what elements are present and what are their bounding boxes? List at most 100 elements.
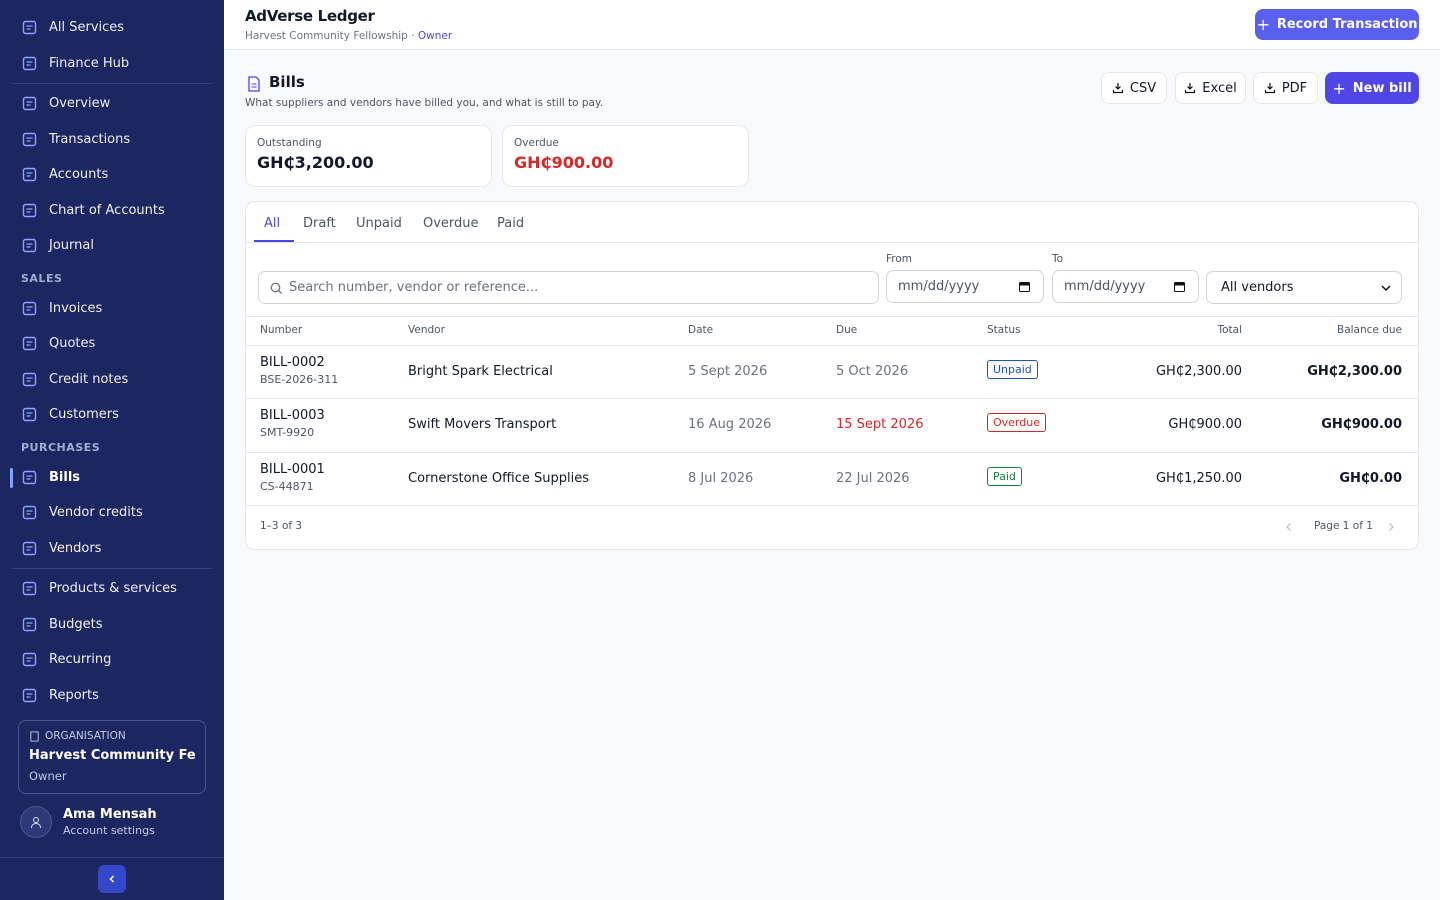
export-button[interactable]: CSV (1101, 72, 1167, 104)
nav-item[interactable]: Quotes (0, 326, 224, 362)
nav-label: Accounts (49, 167, 109, 183)
account-settings[interactable]: Account settings (63, 824, 155, 837)
app-name: AdVerse Ledger (245, 7, 375, 25)
vendor: Cornerstone Office Supplies (408, 470, 589, 486)
button-label: CSV (1129, 80, 1157, 96)
placeholder: mm/dd/yyyy (1064, 279, 1146, 294)
new-bill-button[interactable]: + New bill (1325, 72, 1419, 104)
nav-item[interactable]: Recurring (0, 642, 224, 678)
button-label: Record Transaction (1276, 17, 1418, 32)
nav-item[interactable]: Reports (0, 678, 224, 709)
range: 1–3 of 3 (260, 520, 303, 532)
balance-due: GH₵0.00 (1339, 470, 1402, 486)
export-button[interactable]: Excel (1175, 72, 1246, 104)
page-subtitle: What suppliers and vendors have billed y… (245, 97, 604, 109)
user-menu[interactable]: Ama Mensah Account settings (20, 806, 157, 838)
org-icon (30, 730, 39, 742)
nav-label: Journal (49, 238, 94, 254)
from-date[interactable]: mm/dd/yyyy (886, 270, 1044, 303)
vendor-select[interactable]: All vendors (1206, 271, 1402, 304)
avatar (20, 806, 52, 838)
vendor: Bright Spark Electrical (408, 364, 553, 379)
nav-label: Budgets (49, 616, 103, 632)
to-date[interactable]: mm/dd/yyyy (1052, 270, 1199, 303)
search-input[interactable]: Search number, vendor or reference... (258, 271, 879, 304)
nav-item[interactable]: Journal (0, 228, 224, 264)
column-header: Total (1217, 324, 1242, 336)
prev-page[interactable] (1277, 516, 1301, 538)
nav-item[interactable]: Overview (0, 86, 224, 122)
organisation-card[interactable]: ORGANISATION Harvest Community Fello... … (18, 720, 206, 794)
column-header: Number (260, 324, 303, 336)
stat-card: Overdue GH₵900.00 (502, 125, 749, 187)
nav-label: All Services (49, 20, 125, 36)
balance-due: GH₵2,300.00 (1307, 364, 1402, 379)
nav-item[interactable]: Transactions (0, 122, 224, 158)
tabs: All Draft Unpaid Overdue Paid (246, 202, 1418, 243)
bill-number: BILL-0002 (260, 355, 325, 370)
nav-item[interactable]: Budgets (0, 607, 224, 643)
divider (0, 857, 224, 858)
nav-label: Quotes (49, 336, 96, 352)
nav-label: Invoices (49, 300, 103, 316)
user-text: Ama Mensah Account settings (63, 807, 157, 837)
nav-item[interactable]: Vendor credits (0, 495, 224, 531)
sidebar-nav: All Services Finance Hub Overview Transacti… (0, 10, 224, 708)
stat-value: GH₵900.00 (514, 153, 614, 172)
nav-item[interactable]: Finance Hub (0, 46, 224, 82)
nav-item[interactable]: Invoices (0, 291, 224, 327)
bills-icon (248, 76, 260, 92)
table-row[interactable]: BILL-0003 SMT-9920 Swift Movers Transport 1… (246, 399, 1418, 453)
tab[interactable]: Paid (497, 216, 525, 231)
column-header: Date (688, 324, 714, 336)
total: GH₵900.00 (1168, 417, 1242, 433)
nav-item[interactable]: Customers (0, 397, 224, 433)
nav-item[interactable]: Vendors (0, 531, 224, 567)
nav-label: Credit notes (49, 371, 129, 387)
nav-label: Customers (49, 407, 119, 423)
next-page[interactable] (1379, 516, 1403, 538)
collapse-button[interactable] (98, 865, 126, 893)
nav-label: Products & services (49, 581, 177, 597)
table-header: Number Vendor Date Due Status Total Balance du… (246, 316, 1418, 346)
tab[interactable]: Draft (303, 216, 336, 231)
tab[interactable]: All (264, 216, 281, 231)
bills-table: Number Vendor Date Due Status Total Balance du… (246, 316, 1418, 506)
column-header: Balance due (1337, 324, 1402, 336)
table-row[interactable]: BILL-0002 BSE-2026-311 Bright Spark Electr… (246, 346, 1418, 400)
export-button[interactable]: PDF (1253, 72, 1318, 104)
nav-item[interactable]: Chart of Accounts (0, 193, 224, 229)
placeholder: mm/dd/yyyy (898, 279, 980, 294)
section-heading: PURCHASES (21, 440, 101, 454)
bill-reference: BSE-2026-311 (260, 373, 339, 386)
status-badge: Paid (987, 466, 1022, 486)
button-label: New bill (1352, 80, 1412, 96)
top-bar: AdVerse Ledger Harvest Community Fellows… (224, 0, 1440, 50)
sidebar: All Services Finance Hub Overview Transacti… (0, 0, 224, 900)
nav-item[interactable]: Bills (0, 460, 224, 496)
nav-label: Reports (49, 687, 99, 703)
due-date: 22 Jul 2026 (836, 470, 910, 486)
bill-number: BILL-0003 (260, 408, 325, 424)
nav-item[interactable]: Accounts (0, 157, 224, 193)
nav-label: Vendors (49, 540, 102, 556)
nav-item[interactable]: All Services (0, 10, 224, 46)
bill-reference: CS-44871 (260, 479, 314, 493)
table-row[interactable]: BILL-0001 CS-44871 Cornerstone Office Supp… (246, 452, 1418, 506)
nav-item[interactable]: Credit notes (0, 362, 224, 398)
record-transaction-button[interactable]: + Record Transaction (1255, 9, 1419, 40)
status-badge: Unpaid (987, 360, 1038, 379)
from-label: From (886, 253, 913, 265)
nav-item[interactable]: Products & services (0, 571, 224, 607)
page-indicator: Page 1 of 1 (1314, 520, 1373, 532)
status-badge: Overdue (987, 413, 1046, 433)
placeholder: Search number, vendor or reference... (289, 280, 539, 295)
org-name: Harvest Community Fello... (29, 748, 195, 763)
due-date: 5 Oct 2026 (836, 364, 909, 379)
vendor: Swift Movers Transport (408, 417, 557, 433)
tab[interactable]: Unpaid (356, 216, 402, 231)
divider (12, 83, 212, 84)
tab[interactable]: Overdue (423, 216, 479, 231)
stat-card: Outstanding GH₵3,200.00 (245, 125, 492, 187)
